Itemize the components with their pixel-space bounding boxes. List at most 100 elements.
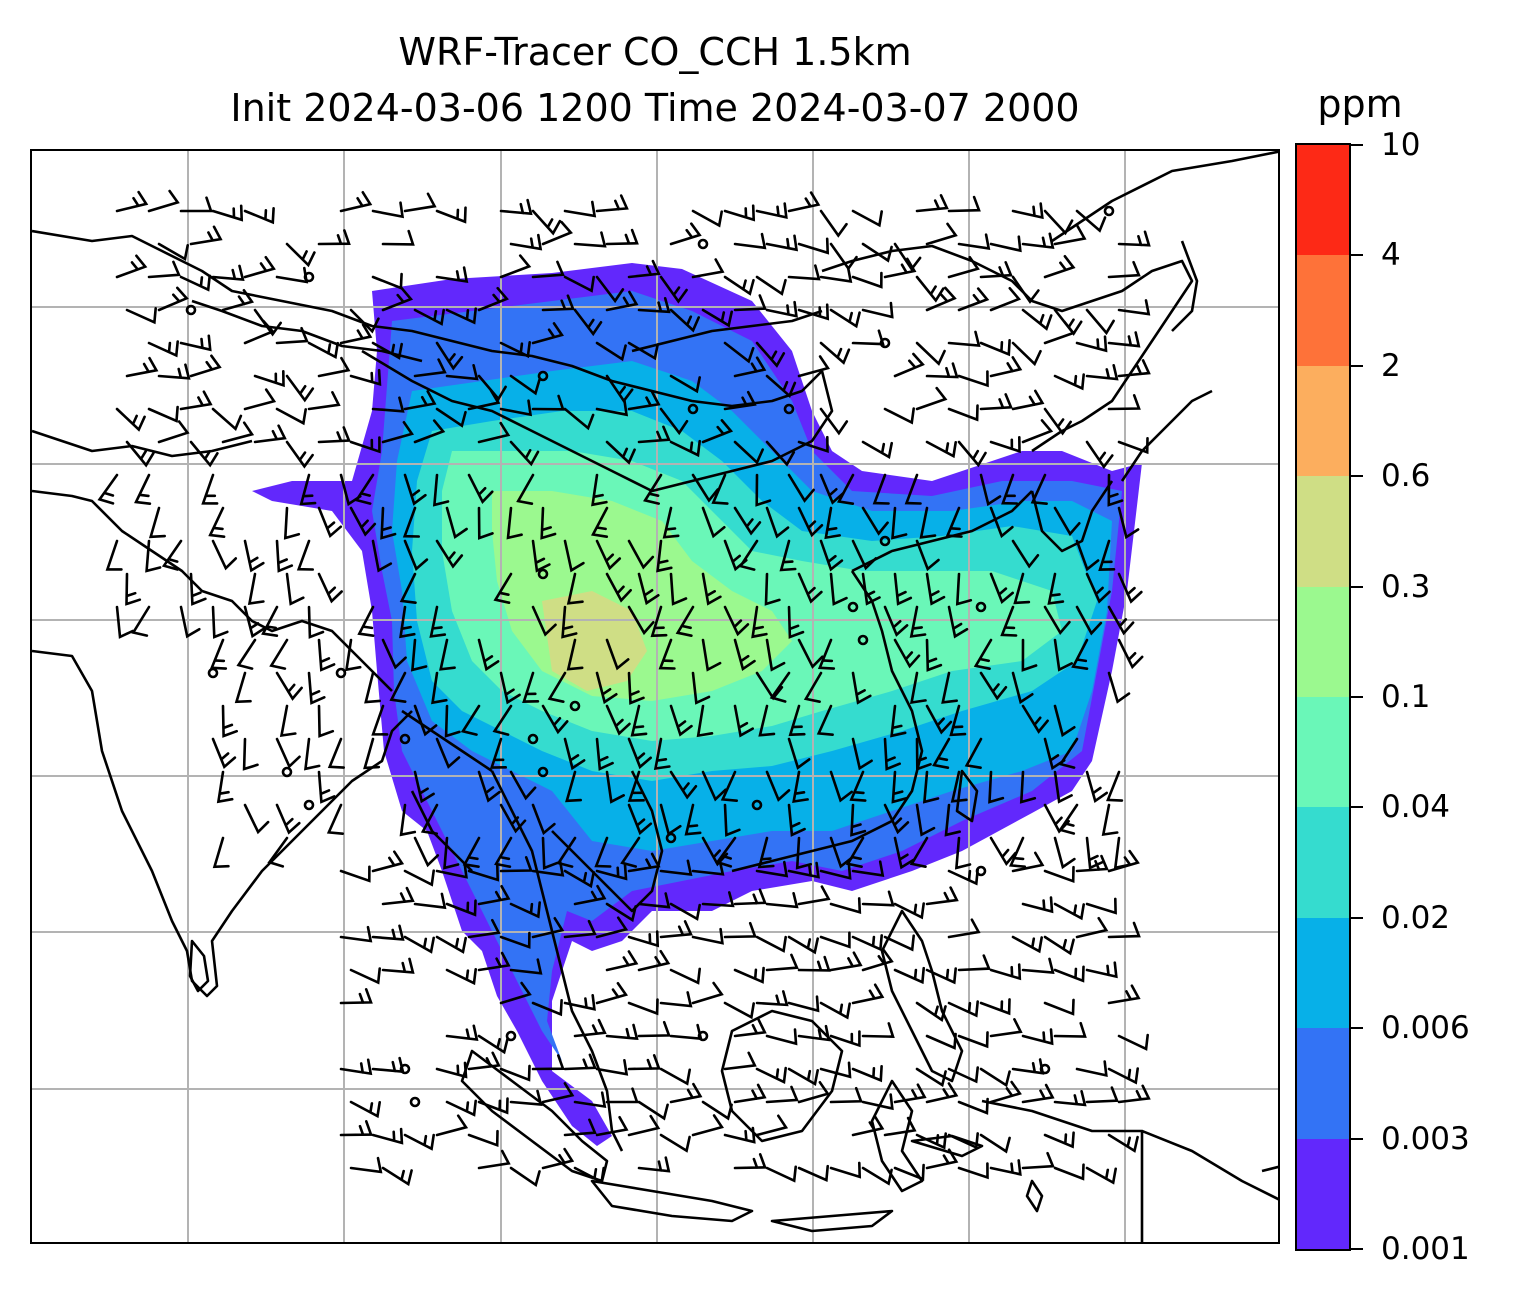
wind-barb — [1053, 225, 1087, 246]
wind-barb — [145, 539, 162, 573]
wind-barb — [787, 191, 821, 213]
wind-barb — [925, 286, 957, 312]
wind-barb — [950, 770, 968, 803]
wind-barb — [1117, 572, 1143, 604]
wind-barb-calm — [527, 733, 539, 745]
wind-barb — [945, 506, 963, 538]
wind-barb — [371, 1127, 404, 1145]
wind-barb — [701, 308, 733, 328]
wind-barb — [371, 924, 405, 941]
colorbar-tick-label: 0.006 — [1381, 1010, 1470, 1047]
wind-barb — [915, 1132, 947, 1150]
wind-barb — [1011, 341, 1042, 367]
map-canvas[interactable] — [32, 151, 1280, 1244]
wind-barb — [1075, 916, 1109, 939]
wind-barb — [211, 407, 243, 431]
colorbar-tick — [1351, 806, 1363, 809]
wind-barb — [445, 1099, 477, 1117]
wind-barb — [755, 473, 772, 507]
wind-barb — [147, 260, 181, 279]
wind-barb — [1107, 1067, 1139, 1085]
wind-barb — [371, 850, 405, 873]
wind-barb — [317, 770, 336, 804]
wind-barb — [851, 1115, 885, 1137]
wind-barb — [650, 605, 668, 638]
wind-barb — [595, 341, 627, 362]
wind-barb — [147, 340, 179, 358]
wind-barb — [1011, 935, 1043, 954]
wind-barb — [1053, 1090, 1087, 1107]
wind-barb — [531, 999, 563, 1017]
wind-barb-calm — [505, 1030, 517, 1042]
wind-barb — [381, 886, 415, 906]
wind-barb — [755, 202, 788, 220]
wind-barb — [787, 1067, 819, 1087]
wind-barb — [380, 506, 397, 540]
wind-barb — [431, 671, 448, 705]
wind-barb — [1085, 364, 1119, 381]
wind-barb — [755, 1066, 787, 1084]
wind-barb — [989, 506, 1014, 539]
wind-barb — [989, 356, 1023, 378]
wind-barb — [738, 539, 759, 571]
wind-barb — [733, 356, 767, 378]
wind-barb — [659, 275, 688, 304]
wind-barb — [189, 225, 223, 246]
wind-barb — [242, 737, 259, 771]
wind-barb — [148, 506, 166, 539]
wind-barb — [861, 1022, 895, 1039]
wind-barb — [493, 572, 513, 604]
wind-barb — [595, 399, 629, 417]
wind-barb — [283, 506, 301, 540]
wind-barb — [861, 1166, 893, 1186]
wind-barb — [851, 983, 885, 1005]
wind-barb — [1107, 605, 1135, 636]
wind-barb — [691, 859, 725, 876]
wind-barb — [669, 572, 688, 606]
wind-barb — [563, 994, 596, 1011]
wind-barb — [1043, 1131, 1075, 1149]
wind-barb — [547, 671, 567, 703]
wind-barb — [605, 1087, 639, 1104]
wind-barb — [755, 275, 787, 296]
wind-barb — [371, 341, 403, 360]
wind-barb — [637, 425, 671, 444]
wind-barb — [157, 286, 189, 312]
wind-barb — [477, 1097, 509, 1115]
wind-barb — [1011, 202, 1044, 220]
wind-barb — [211, 204, 244, 222]
wind-barb — [925, 1032, 957, 1050]
wind-barb — [979, 1067, 1011, 1088]
wind-barb — [531, 322, 564, 345]
colorbar-segment — [1297, 917, 1349, 1029]
wind-barb — [216, 770, 234, 804]
wind-barb — [989, 963, 1022, 981]
wind-barb — [1107, 671, 1131, 704]
wind-barb — [541, 294, 575, 312]
wind-barb — [989, 235, 1022, 253]
wind-barb — [925, 222, 958, 246]
colorbar-tick — [1351, 916, 1363, 919]
wind-barb — [620, 836, 641, 868]
colorbar-tick-label: 0.04 — [1381, 789, 1451, 826]
wind-barb — [851, 209, 883, 228]
wind-barb — [371, 396, 405, 413]
wind-barb — [371, 272, 403, 290]
wind-barb — [339, 1120, 373, 1137]
wind-barb — [435, 1061, 468, 1079]
wind-barb — [797, 1164, 829, 1183]
wind-barb — [211, 264, 245, 281]
wind-barb — [595, 671, 618, 705]
wind-barb — [327, 737, 345, 769]
wind-barb — [147, 189, 180, 213]
wind-barb — [477, 638, 500, 672]
wind-barb — [161, 539, 183, 571]
colorbar-segment — [1297, 807, 1349, 918]
wind-barb — [925, 638, 943, 672]
wind-barb-calm — [399, 733, 411, 745]
wind-barb — [957, 370, 989, 388]
colorbar-tick — [1351, 475, 1363, 478]
wind-barb — [711, 473, 729, 505]
map-panel[interactable] — [30, 149, 1280, 1244]
wind-barb — [829, 1086, 863, 1104]
